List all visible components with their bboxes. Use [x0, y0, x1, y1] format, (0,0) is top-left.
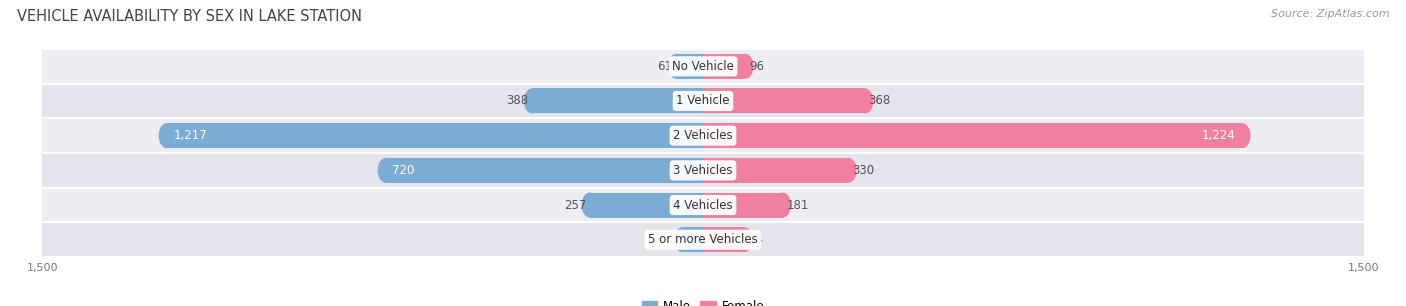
Ellipse shape	[668, 54, 685, 79]
Text: 388: 388	[506, 95, 529, 107]
Bar	[589, 192, 703, 218]
Bar	[703, 227, 744, 252]
Text: 1,224: 1,224	[1202, 129, 1236, 142]
Bar	[703, 88, 865, 114]
Bar	[42, 153, 1364, 188]
Bar	[703, 158, 848, 183]
Ellipse shape	[775, 192, 792, 218]
Bar	[682, 227, 703, 252]
Ellipse shape	[841, 158, 856, 183]
Bar	[676, 54, 703, 79]
Ellipse shape	[737, 227, 752, 252]
Ellipse shape	[1234, 123, 1250, 148]
Text: 181: 181	[786, 199, 808, 211]
Bar	[531, 88, 703, 114]
Bar	[42, 188, 1364, 222]
Text: 96: 96	[749, 60, 763, 73]
Bar	[703, 54, 745, 79]
Bar	[42, 118, 1364, 153]
Text: 257: 257	[564, 199, 586, 211]
Ellipse shape	[378, 158, 394, 183]
Text: 47: 47	[664, 233, 679, 246]
Text: 1 Vehicle: 1 Vehicle	[676, 95, 730, 107]
Bar	[42, 49, 1364, 84]
Bar	[167, 123, 703, 148]
Ellipse shape	[737, 54, 754, 79]
Ellipse shape	[582, 192, 598, 218]
Ellipse shape	[856, 88, 873, 114]
Text: No Vehicle: No Vehicle	[672, 60, 734, 73]
Bar	[385, 158, 703, 183]
Text: 61: 61	[658, 60, 672, 73]
Ellipse shape	[673, 227, 690, 252]
Text: 3 Vehicles: 3 Vehicles	[673, 164, 733, 177]
Bar	[703, 123, 1243, 148]
Text: 2 Vehicles: 2 Vehicles	[673, 129, 733, 142]
Bar	[42, 222, 1364, 257]
Ellipse shape	[524, 88, 540, 114]
Legend: Male, Female: Male, Female	[637, 295, 769, 306]
Ellipse shape	[159, 123, 176, 148]
Text: Source: ZipAtlas.com: Source: ZipAtlas.com	[1271, 9, 1389, 19]
Text: 368: 368	[869, 95, 891, 107]
Bar	[703, 192, 783, 218]
Text: 5 or more Vehicles: 5 or more Vehicles	[648, 233, 758, 246]
Text: 4 Vehicles: 4 Vehicles	[673, 199, 733, 211]
Text: 330: 330	[852, 164, 875, 177]
Text: 1,217: 1,217	[173, 129, 207, 142]
Text: 720: 720	[392, 164, 415, 177]
Text: 94: 94	[748, 233, 763, 246]
Text: VEHICLE AVAILABILITY BY SEX IN LAKE STATION: VEHICLE AVAILABILITY BY SEX IN LAKE STAT…	[17, 9, 361, 24]
Bar	[42, 84, 1364, 118]
